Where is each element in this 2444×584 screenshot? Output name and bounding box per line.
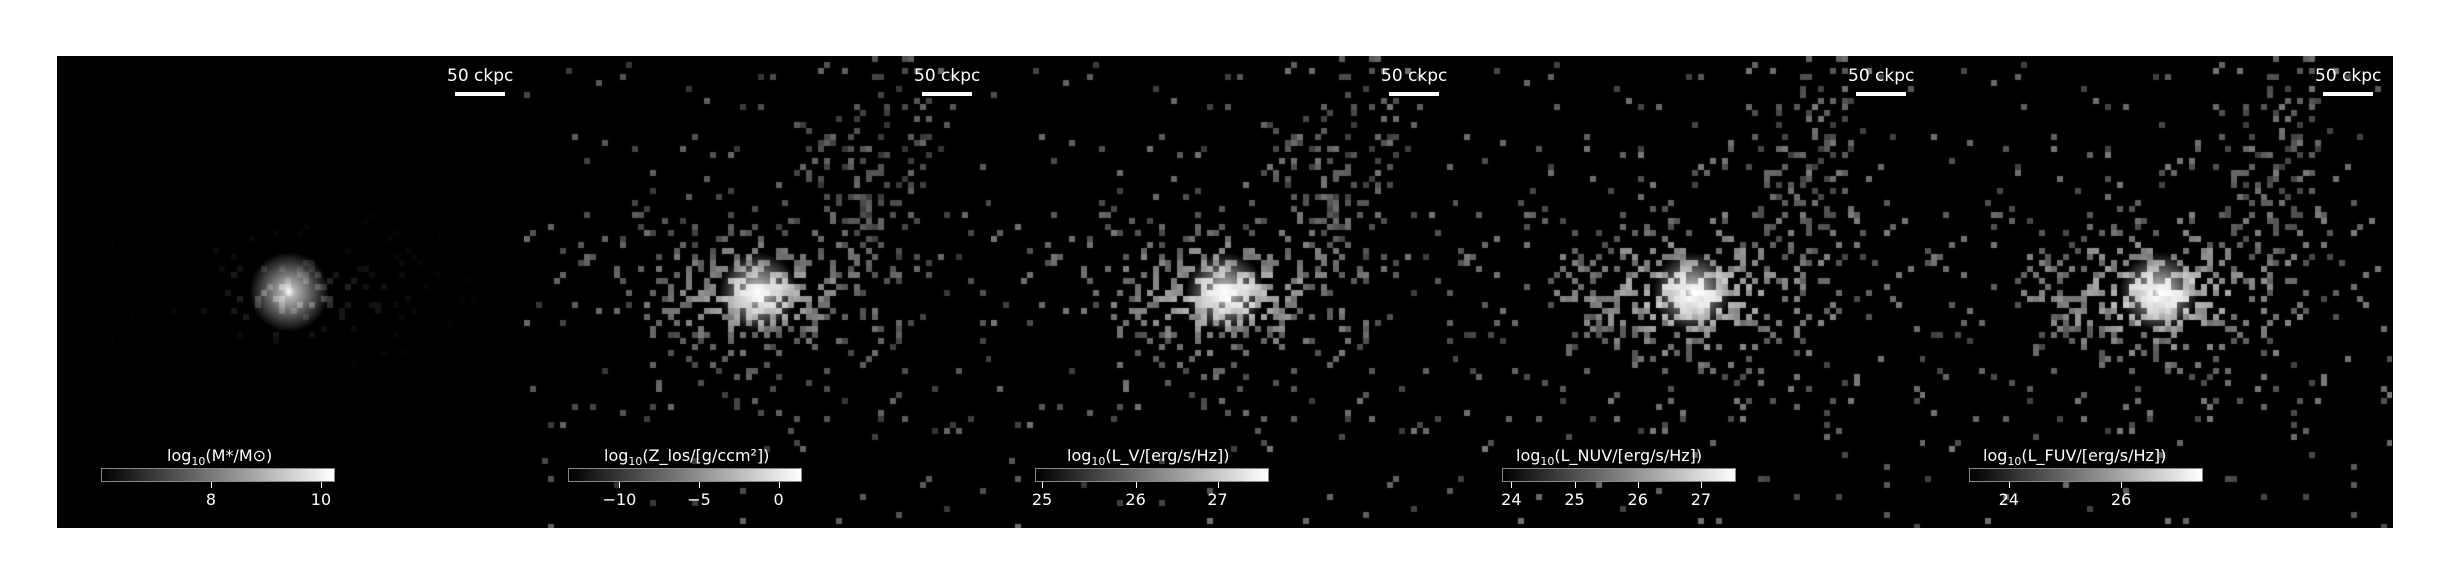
panel-v-luminosity: 50 ckpc log10(L_V/[erg/s/Hz]) 25 26 27 [991, 56, 1458, 528]
colorbar-tick-label: 24 [1501, 490, 1522, 509]
panel-nuv-luminosity: 50 ckpc log10(L_NUV/[erg/s/Hz]) 24 25 26 27 [1458, 56, 1925, 528]
v-luminosity-map [991, 56, 1458, 528]
colorbar-tick-label: 26 [1125, 490, 1146, 509]
colorbar-tick [619, 482, 621, 488]
colorbar-title: log10(L_FUV/[erg/s/Hz]) [1983, 446, 2167, 469]
colorbar-tick-label: 10 [310, 490, 332, 509]
colorbar-tick [2008, 482, 2010, 488]
colorbar-tick-label: 27 [1207, 490, 1228, 509]
colorbar-tick [210, 482, 212, 488]
colorbar-tick-label: 25 [1031, 490, 1053, 509]
colorbar-tick-label: 8 [205, 490, 217, 509]
scalebar-line [2323, 92, 2373, 96]
colorbar-tick-label: 0 [773, 490, 784, 509]
colorbar [1502, 468, 1736, 482]
fuv-luminosity-map [1925, 56, 2392, 528]
colorbar-tick-label: 27 [1690, 490, 1712, 509]
panel-stellar-mass: 50 ckpc log10(M*/M⊙) 8 10 [57, 56, 524, 528]
panel-metallicity: 50 ckpc log10(Z_los/[g/ccm²]) −10 −5 0 [524, 56, 991, 528]
figure: 50 ckpc log10(M*/M⊙) 8 10 50 ckpc log10(Z… [57, 56, 2393, 528]
nuv-luminosity-map [1458, 56, 1925, 528]
colorbar-tick [2121, 482, 2123, 488]
colorbar-tick [1574, 482, 1576, 488]
colorbar-tick [320, 482, 322, 488]
colorbar-title: log10(M*/M⊙) [167, 446, 273, 469]
metallicity-map [524, 56, 991, 528]
colorbar [1035, 468, 1269, 482]
colorbar-title: log10(L_V/[erg/s/Hz]) [1067, 446, 1230, 469]
scalebar-label: 50 ckpc [1381, 66, 1448, 86]
colorbar-tick [699, 482, 701, 488]
colorbar [568, 468, 802, 482]
colorbar-tick-label: −5 [687, 490, 711, 509]
scalebar-label: 50 ckpc [914, 66, 981, 86]
scalebar-line [1389, 92, 1439, 96]
colorbar-tick [1135, 482, 1137, 488]
colorbar-tick-label: 26 [1627, 490, 1648, 509]
colorbar-tick-label: −10 [602, 490, 637, 509]
scalebar-label: 50 ckpc [2315, 66, 2382, 86]
colorbar [101, 468, 335, 482]
colorbar-tick-label: 26 [2110, 490, 2132, 509]
colorbar [1969, 468, 2203, 482]
colorbar-tick [1511, 482, 1513, 488]
scalebar-line [455, 92, 505, 96]
colorbar-tick [778, 482, 780, 488]
colorbar-title: log10(L_NUV/[erg/s/Hz]) [1516, 446, 1703, 469]
colorbar-tick [1042, 482, 1044, 488]
colorbar-tick [1217, 482, 1219, 488]
colorbar-tick-label: 24 [1998, 490, 2019, 509]
scalebar-line [1856, 92, 1906, 96]
scalebar-label: 50 ckpc [1848, 66, 1915, 86]
scalebar-line [922, 92, 972, 96]
scalebar-label: 50 ckpc [447, 66, 514, 86]
colorbar-tick [1637, 482, 1639, 488]
stellar-mass-map [57, 56, 524, 528]
colorbar-title: log10(Z_los/[g/ccm²]) [604, 446, 770, 469]
panel-fuv-luminosity: 50 ckpc log10(L_FUV/[erg/s/Hz]) 24 26 [1925, 56, 2392, 528]
colorbar-tick [1700, 482, 1702, 488]
colorbar-tick-label: 25 [1564, 490, 1585, 509]
